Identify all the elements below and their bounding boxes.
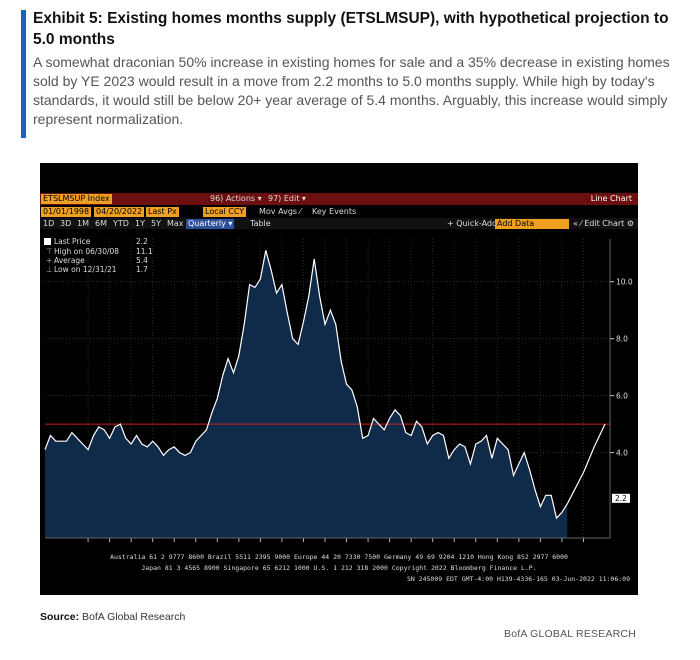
frequency-select[interactable]: Quarterly ▾ — [186, 219, 235, 229]
x-tick-label: '06 — [222, 542, 234, 543]
add-data-input[interactable]: Add Data — [495, 219, 569, 229]
accent-bar — [21, 10, 26, 138]
last-value-tag: 2.2 — [612, 493, 630, 503]
field-select[interactable]: Last Px — [146, 207, 179, 217]
x-tick-label: '12 — [352, 542, 364, 543]
ticker-field[interactable]: ETSLMSUP Index — [41, 194, 112, 204]
period-1y[interactable]: 1Y — [135, 219, 145, 228]
terminal-date-row: 01/01/1998 - 04/20/2022 Last Px Local CC… — [40, 206, 638, 217]
end-date-input[interactable]: 04/20/2022 — [94, 207, 145, 217]
y-tick-label: 4.0 — [616, 449, 628, 458]
bloomberg-footer-line2: Japan 81 3 4565 8900 Singapore 65 6212 1… — [141, 564, 537, 572]
period-6m[interactable]: 6M — [95, 219, 107, 228]
x-tick-label: '05 — [201, 542, 213, 543]
exhibit-subtitle: A somewhat draconian 50% increase in exi… — [33, 54, 670, 127]
x-tick-label: '08 — [265, 542, 277, 543]
start-date-input[interactable]: 01/01/1998 — [41, 207, 92, 217]
x-axis: '00 '01 '02 '03 '04 '05 '06 '07 '08 '09 '10 '11 '12 '… — [45, 537, 610, 543]
period-ytd[interactable]: YTD — [113, 219, 129, 228]
period-max[interactable]: Max — [167, 219, 184, 228]
x-tick-label: '10 — [308, 542, 320, 543]
months-supply-chart: 4.06.08.010.0 '00'01'02'03'04'05'06'07'0… — [44, 237, 633, 543]
x-tick-label: '20 — [524, 542, 536, 543]
legend-last-label: Last Price — [54, 237, 91, 246]
legend-high-value: 11.1 — [136, 247, 153, 256]
edit-chart-button[interactable]: « ⁄ Edit Chart ⚙ — [572, 219, 634, 228]
legend-swatch — [44, 238, 51, 245]
exhibit-title: Exhibit 5: Existing homes months supply … — [33, 10, 669, 48]
x-tick-label: '07 — [244, 542, 256, 543]
x-tick-label: '21 — [545, 542, 557, 543]
table-button[interactable]: Table — [250, 219, 271, 228]
terminal-period-row: 1D 3D 1M 6M YTD 1Y 5Y Max Quarterly ▾ Ta… — [40, 218, 638, 229]
source-text: BofA Global Research — [79, 611, 186, 623]
average-marker-icon: + — [46, 256, 52, 265]
quick-add-button[interactable]: + Quick-Add ▾ — [447, 219, 504, 228]
legend-low-label: Low on 12/31/21 — [54, 265, 117, 274]
edit-menu[interactable]: 97) Edit ▾ — [268, 194, 306, 203]
x-tick-label: '16 — [438, 542, 450, 543]
legend-average-label: Average — [54, 256, 85, 265]
period-3d[interactable]: 3D — [60, 219, 72, 228]
date-separator: - — [88, 207, 91, 216]
bloomberg-panel: ETSLMSUP Index 96) Actions ▾ 97) Edit ▾ … — [40, 163, 638, 595]
series-line — [44, 250, 568, 520]
y-axis: 4.0 6.0 8.0 10.0 — [609, 239, 633, 538]
high-marker-icon: ⊤ — [46, 247, 53, 256]
bloomberg-footer-line3: SN 245009 EDT GMT-4:00 H139-4336-165 03-… — [406, 575, 630, 583]
y-tick-label: 8.0 — [616, 335, 628, 344]
period-5y[interactable]: 5Y — [151, 219, 161, 228]
x-tick-label: '00 — [93, 542, 105, 543]
last-value-box — [612, 493, 630, 503]
series-area — [45, 250, 568, 538]
bloomberg-footer-line1: Australia 61 2 9777 8600 Brazil 5511 239… — [110, 553, 568, 561]
x-tick-label: '03 — [158, 542, 170, 543]
x-tick-label: '23 — [588, 542, 600, 543]
currency-select[interactable]: Local CCY — [203, 207, 247, 217]
y-tick-label: 6.0 — [616, 392, 628, 401]
chart-type-label: Line Chart — [590, 194, 632, 203]
source-note: Source: BofA Global Research — [40, 611, 185, 623]
low-marker-icon: ⊥ — [46, 265, 53, 274]
y-tick-label: 10.0 — [616, 278, 633, 287]
period-1d[interactable]: 1D — [43, 219, 55, 228]
x-tick-label: '04 — [179, 542, 191, 543]
x-tick-label: '02 — [136, 542, 148, 543]
legend-average-value: 5.4 — [136, 256, 148, 265]
x-tick-label: '17 — [459, 542, 471, 543]
legend-last-value: 2.2 — [136, 237, 148, 246]
key-events-toggle[interactable]: Key Events — [312, 207, 357, 216]
terminal-toolbar: ETSLMSUP Index 96) Actions ▾ 97) Edit ▾ … — [40, 193, 638, 205]
x-tick-label: '01 — [115, 542, 127, 543]
x-tick-label: '15 — [416, 542, 428, 543]
legend-high-label: High on 06/30/08 — [54, 247, 119, 256]
legend-low-value: 1.7 — [136, 265, 148, 274]
x-tick-label: '09 — [287, 542, 299, 543]
x-tick-label: '18 — [481, 542, 493, 543]
projection-line — [566, 423, 606, 505]
x-tick-label: '13 — [373, 542, 385, 543]
x-tick-label: '14 — [395, 542, 407, 543]
x-tick-label: '11 — [330, 542, 342, 543]
last-value-text: 2.2 — [615, 494, 627, 503]
mov-avgs-toggle[interactable]: Mov Avgs ⁄ — [259, 207, 301, 216]
period-1m[interactable]: 1M — [77, 219, 89, 228]
brand-label: BofA GLOBAL RESEARCH — [504, 628, 636, 640]
x-tick-label: '19 — [502, 542, 514, 543]
actions-menu[interactable]: 96) Actions ▾ — [210, 194, 262, 203]
x-tick-label: '22 — [567, 542, 579, 543]
source-label: Source: — [40, 611, 80, 623]
legend: Last Price 2.2 ⊤ High on 06/30/08 11.1 +… — [44, 237, 153, 274]
